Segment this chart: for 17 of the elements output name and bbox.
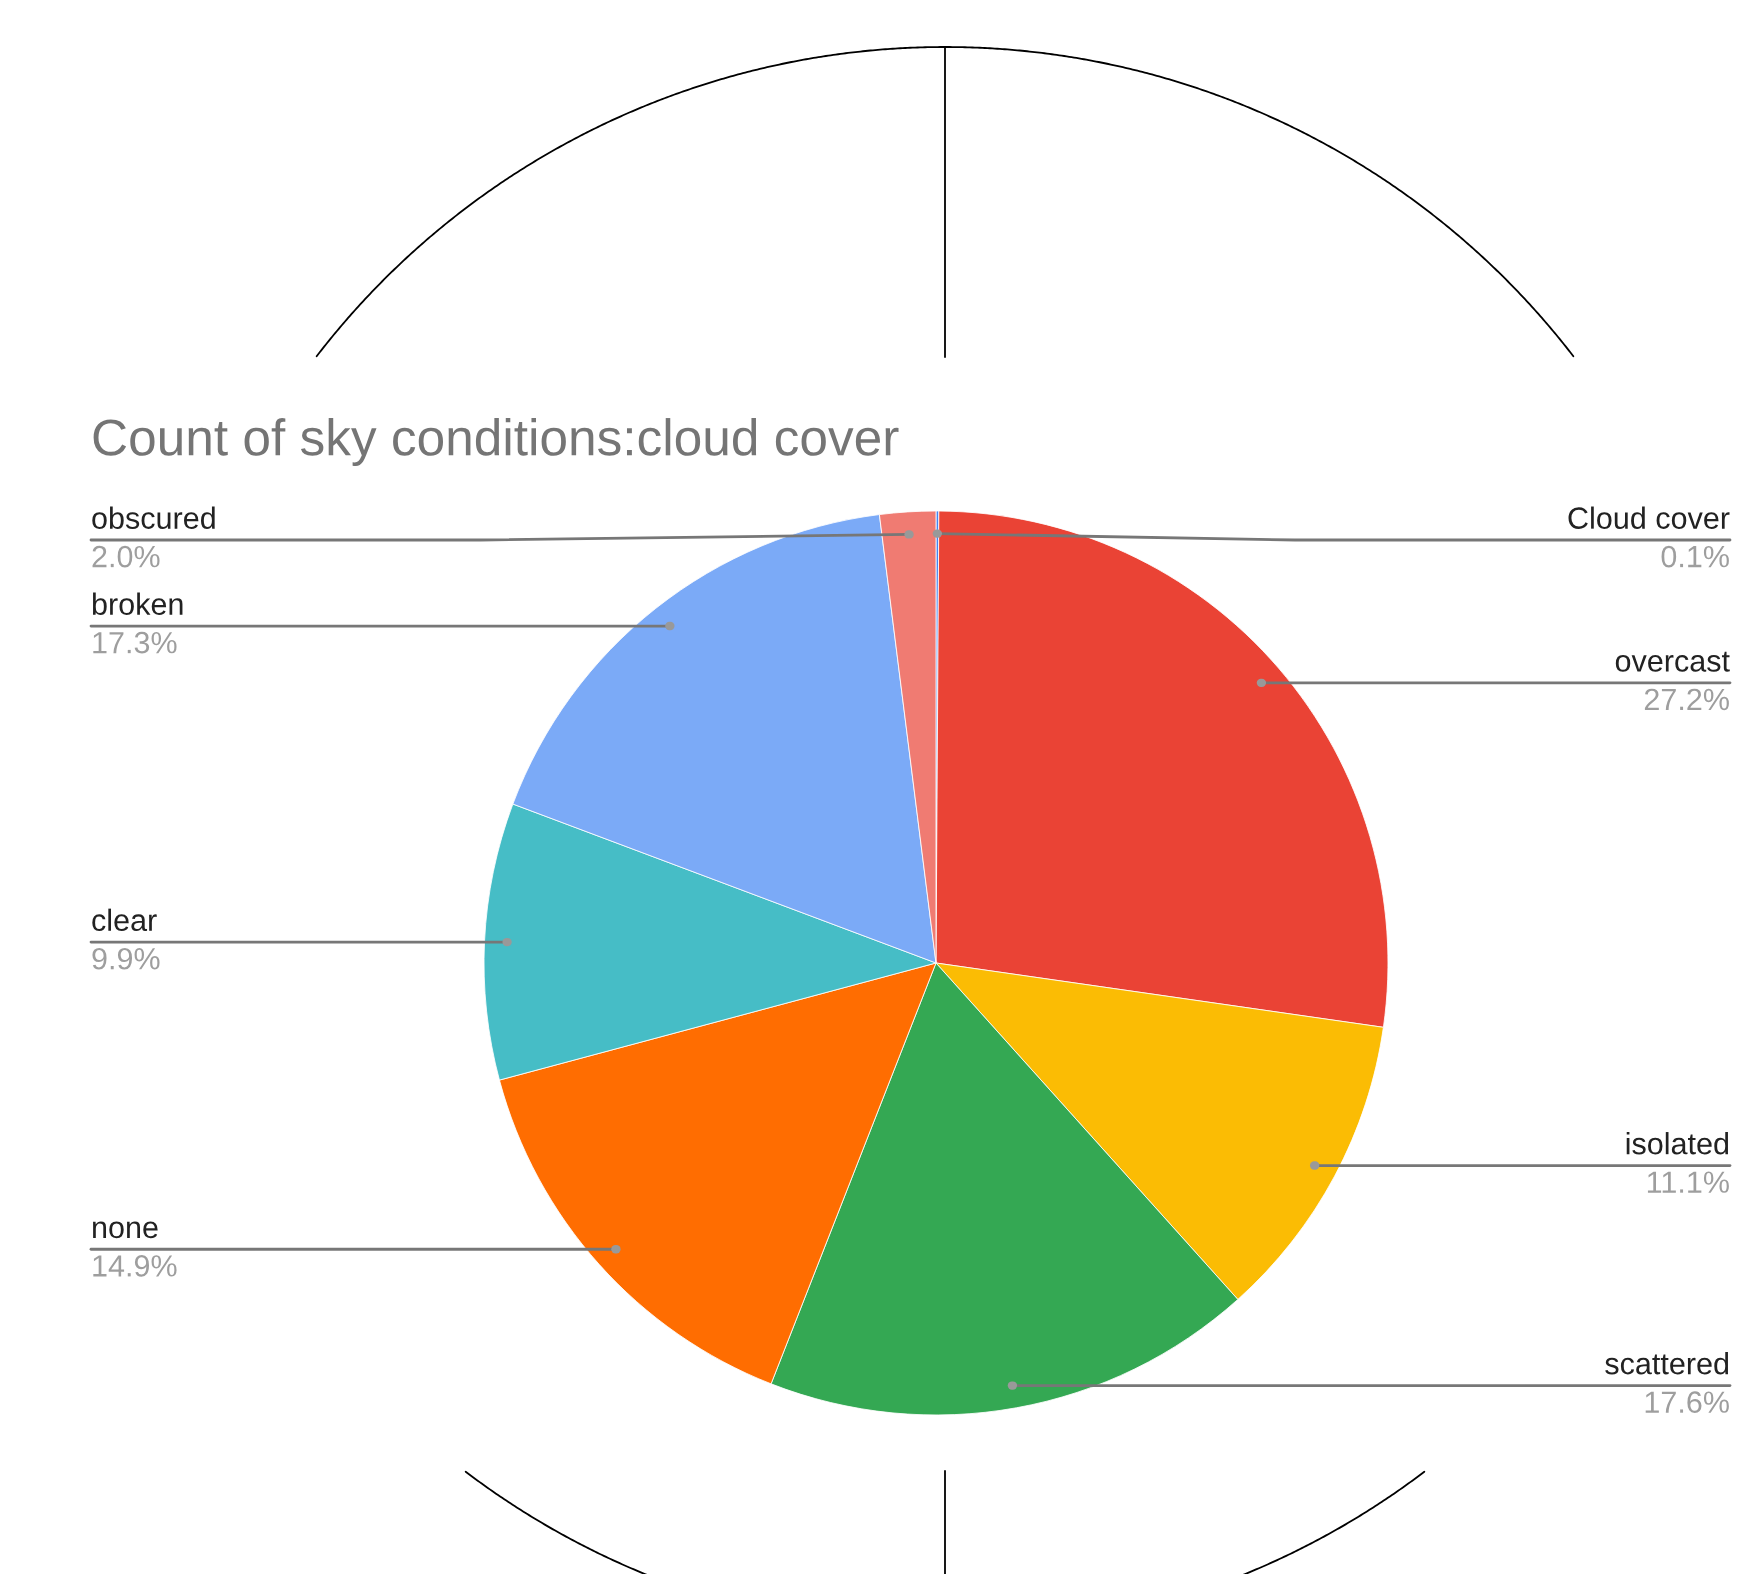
data-label: 11.1% — [1647, 1171, 1729, 1193]
data-label: 27.2% — [1644, 688, 1729, 711]
data-label: 9.9% — [92, 947, 160, 970]
slice-label: Cloud cover — [1568, 506, 1730, 529]
slice-label: none — [93, 1221, 158, 1239]
slice-label: obscured — [92, 506, 215, 529]
data-label: 17.6% — [1645, 1391, 1729, 1413]
slice-label: overcast — [1615, 651, 1730, 672]
chart-title: Count of sky conditions:cloud cover — [93, 418, 899, 466]
data-label: 0.1% — [1661, 545, 1729, 568]
data-label: 14.9% — [93, 1255, 177, 1277]
data-label: 2.0% — [92, 545, 160, 568]
slice-label: clear — [92, 908, 157, 932]
slice-label: isolated — [1626, 1132, 1729, 1155]
data-label: 17.3% — [93, 631, 177, 654]
slice-label: scattered — [1605, 1352, 1729, 1375]
slice-label: broken — [92, 592, 183, 615]
